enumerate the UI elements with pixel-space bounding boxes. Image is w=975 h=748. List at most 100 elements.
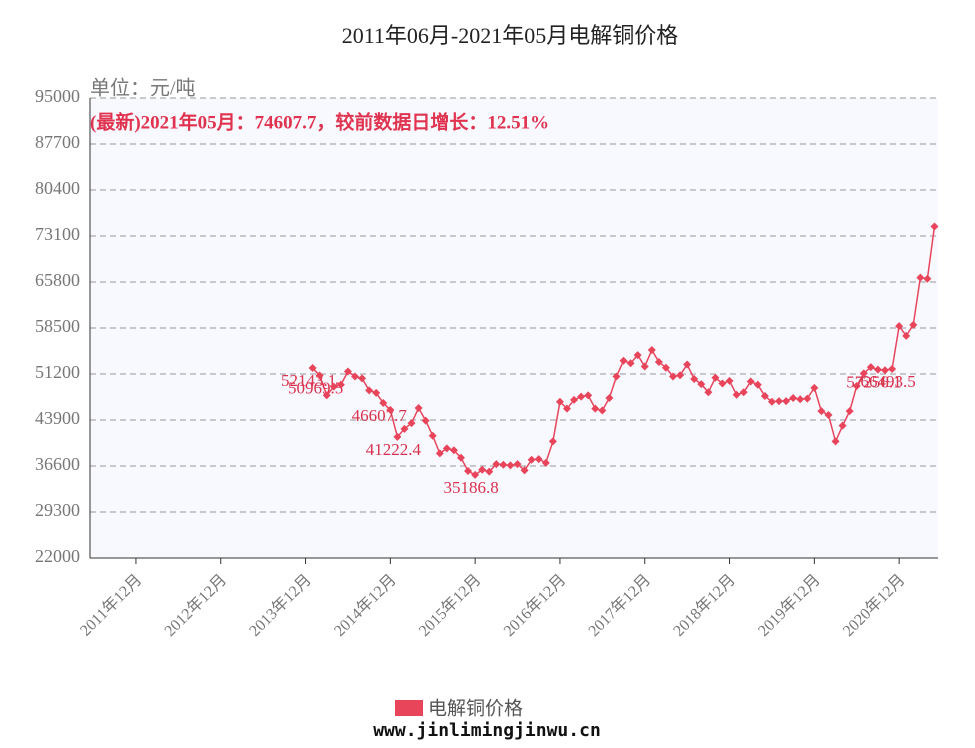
point (343, 367, 352, 376)
point (824, 410, 833, 419)
point (379, 398, 388, 407)
y-tick-label: 58500 (35, 316, 80, 336)
x-tick-label: 2015年12月 (415, 571, 484, 640)
point (315, 371, 324, 380)
y-tick-label: 73100 (35, 224, 80, 244)
point (513, 460, 522, 469)
y-tick-label: 95000 (35, 86, 80, 106)
point (612, 372, 621, 381)
point (527, 455, 536, 464)
point (647, 346, 656, 355)
point (881, 366, 889, 375)
point (683, 360, 692, 369)
point (548, 437, 557, 446)
point (619, 356, 628, 365)
point (570, 395, 579, 404)
point (859, 369, 868, 378)
point (789, 393, 798, 402)
x-tick-label: 2016年12月 (500, 571, 569, 640)
point (782, 397, 791, 406)
point (895, 322, 904, 331)
x-tick-label: 2020年12月 (839, 571, 908, 640)
unit-label: 单位：元/吨 (90, 77, 196, 100)
point (817, 407, 826, 416)
point (930, 222, 939, 231)
point (329, 382, 338, 391)
point (661, 363, 670, 372)
chart-title: 2011年06月-2021年05月电解铜价格 (342, 23, 679, 48)
y-tick-label: 22000 (35, 546, 80, 566)
point (407, 419, 416, 428)
point (393, 432, 402, 441)
point (711, 373, 720, 382)
value-label: 35186.8 (444, 478, 499, 497)
y-tick-label: 29300 (35, 500, 80, 520)
point (442, 444, 451, 453)
point (746, 377, 755, 386)
point (796, 395, 805, 404)
point (485, 467, 494, 476)
point (654, 358, 663, 367)
point (626, 359, 635, 368)
value-label: 41222.4 (366, 440, 422, 459)
point (414, 404, 423, 413)
point (838, 421, 847, 430)
y-tick-label: 43900 (35, 408, 80, 428)
point (492, 460, 501, 469)
point (457, 453, 465, 462)
point (449, 446, 458, 455)
x-tick-label: 2012年12月 (161, 571, 230, 640)
point (386, 405, 395, 414)
point (888, 364, 897, 373)
point (676, 371, 685, 380)
point (428, 431, 437, 440)
point (308, 364, 317, 373)
point (775, 397, 783, 406)
point (923, 274, 932, 283)
point (598, 406, 607, 415)
point (605, 393, 614, 402)
point (400, 424, 409, 433)
point (767, 397, 776, 406)
y-tick-label: 87700 (35, 132, 80, 152)
point (718, 379, 727, 388)
point (478, 465, 487, 474)
point (471, 470, 480, 479)
x-tick-label: 2017年12月 (585, 571, 654, 640)
value-label: 57256.1 (846, 372, 901, 391)
x-tick-label: 2018年12月 (670, 571, 739, 640)
x-tick-label: 2011年12月 (76, 571, 145, 640)
point (690, 375, 699, 384)
point (555, 397, 564, 406)
x-tick-label: 2013年12月 (246, 571, 315, 640)
point (831, 437, 840, 446)
point (760, 392, 769, 401)
point (753, 380, 762, 389)
point (351, 372, 359, 381)
point (866, 363, 875, 372)
y-tick-label: 51200 (35, 362, 80, 382)
point (563, 404, 571, 413)
point (499, 460, 508, 469)
point (845, 407, 854, 416)
point (584, 391, 593, 400)
point (358, 374, 367, 383)
y-tick-label: 80400 (35, 178, 80, 198)
point (322, 391, 331, 400)
annotation: (最新)2021年05月：74607.7，较前数据日增长：12.51% (90, 110, 549, 133)
point (669, 372, 677, 381)
point (732, 390, 741, 399)
point (506, 461, 515, 470)
point (633, 351, 642, 360)
point (852, 381, 861, 390)
x-tick-label: 2019年12月 (754, 571, 823, 640)
point (704, 388, 713, 397)
point (365, 386, 374, 395)
point (372, 388, 381, 397)
point (336, 380, 345, 389)
point (916, 273, 925, 282)
point (435, 449, 444, 458)
legend-swatch (395, 700, 423, 716)
